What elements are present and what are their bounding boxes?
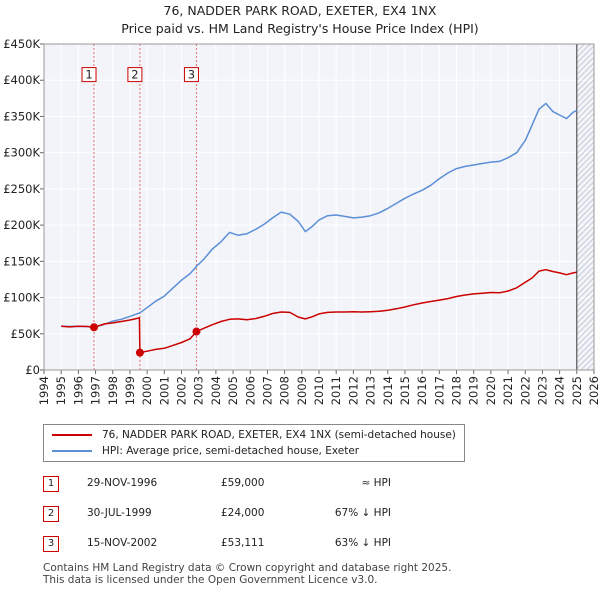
- x-tick-label: 2014: [381, 376, 395, 405]
- price-chart: 1994 1995 1996 1997 1998 1999 2000 2001 2002 2003…: [3, 37, 600, 405]
- x-tick-label: 2019: [467, 376, 481, 405]
- legend-swatch-property: [52, 434, 92, 436]
- y-tick-label: £150K: [3, 254, 40, 268]
- y-tick-label: £50K: [11, 327, 41, 341]
- sale-marker-label: 1: [85, 68, 92, 82]
- sale-point: [90, 323, 99, 332]
- legend-label-property: 76, NADDER PARK ROAD, EXETER, EX4 1NX (s…: [102, 429, 456, 441]
- x-tick-label: 2002: [175, 376, 189, 405]
- x-tick-label: 2011: [329, 376, 343, 405]
- x-tick-label: 2024: [553, 376, 567, 405]
- sale-marker-label: 3: [188, 68, 195, 82]
- sale-row: 1 29-NOV-1996 £59,000 ≈ HPI: [43, 476, 443, 494]
- x-tick-label: 1994: [37, 376, 51, 405]
- x-tick-label: 2010: [312, 376, 326, 405]
- property-series-line: [61, 268, 577, 354]
- chart-title-text: 76, NADDER PARK ROAD, EXETER, EX4 1NX: [163, 3, 437, 18]
- legend-item-property: 76, NADDER PARK ROAD, EXETER, EX4 1NX (s…: [52, 427, 456, 443]
- sale-price: £53,111: [221, 537, 265, 549]
- sale-marker: 2: [43, 506, 59, 522]
- x-tick-label: 2020: [484, 376, 498, 405]
- x-tick-label: 2000: [140, 376, 154, 405]
- sale-date: 15-NOV-2002: [87, 537, 158, 549]
- chart-title: 76, NADDER PARK ROAD, EXETER, EX4 1NX Pr…: [0, 2, 600, 38]
- legend-swatch-hpi: [52, 450, 92, 452]
- x-tick-label: 2005: [226, 376, 240, 405]
- sale-hpi-comparison: 67% ↓ HPI: [334, 507, 391, 519]
- footer-copyright: Contains HM Land Registry data © Crown c…: [43, 562, 452, 574]
- x-tick-label: 2003: [192, 376, 206, 405]
- x-tick-label: 2017: [432, 376, 446, 405]
- y-tick-label: £350K: [3, 109, 40, 123]
- x-tick-label: 2007: [260, 376, 274, 405]
- x-tick-label: 2016: [415, 376, 429, 405]
- x-tick-label: 2025: [570, 376, 584, 405]
- x-tick-label: 2001: [157, 376, 171, 405]
- y-tick-label: £300K: [3, 146, 40, 160]
- y-tick-label: £0: [25, 363, 40, 377]
- sale-date: 29-NOV-1996: [87, 477, 158, 489]
- sale-point: [135, 348, 144, 357]
- sale-point: [192, 327, 201, 336]
- legend-item-hpi: HPI: Average price, semi-detached house,…: [52, 443, 359, 459]
- sale-row: 2 30-JUL-1999 £24,000 67% ↓ HPI: [43, 506, 443, 524]
- sale-hpi-comparison: ≈ HPI: [361, 477, 391, 489]
- x-tick-label: 2012: [346, 376, 360, 405]
- y-tick-label: £200K: [3, 218, 40, 232]
- footer-licence: This data is licensed under the Open Gov…: [43, 574, 378, 586]
- x-tick-label: 2022: [518, 376, 532, 405]
- x-tick-label: 2006: [243, 376, 257, 405]
- chart-subtitle-text: Price paid vs. HM Land Registry's House …: [121, 21, 479, 36]
- x-tick-label: 2009: [295, 376, 309, 405]
- y-tick-label: £450K: [3, 37, 40, 51]
- x-tick-label: 2013: [364, 376, 378, 405]
- sale-marker: 1: [43, 476, 59, 492]
- x-tick-label: 1999: [123, 376, 137, 405]
- y-tick-label: £100K: [3, 291, 40, 305]
- x-tick-label: 2018: [450, 376, 464, 405]
- x-tick-label: 2021: [501, 376, 515, 405]
- sale-price: £24,000: [221, 507, 265, 519]
- sale-hpi-comparison: 63% ↓ HPI: [334, 537, 391, 549]
- x-tick-label: 2008: [278, 376, 292, 405]
- sale-marker-box: [183, 67, 199, 83]
- y-tick-label: £400K: [3, 73, 40, 87]
- legend-label-hpi: HPI: Average price, semi-detached house,…: [102, 445, 360, 457]
- legend: 76, NADDER PARK ROAD, EXETER, EX4 1NX (s…: [43, 424, 465, 462]
- x-tick-label: 2004: [209, 376, 223, 405]
- sale-row: 3 15-NOV-2002 £53,111 63% ↓ HPI: [43, 536, 443, 554]
- sale-marker-box: [127, 67, 143, 83]
- plot-border: [43, 43, 595, 371]
- sale-marker-label: 2: [131, 68, 138, 82]
- sale-marker: 3: [43, 536, 59, 552]
- x-tick-label: 2023: [535, 376, 549, 405]
- forecast-hatch-region: [576, 44, 594, 370]
- sale-date: 30-JUL-1999: [87, 507, 152, 519]
- sale-price: £59,000: [221, 477, 265, 489]
- x-tick-label: 1998: [106, 376, 120, 405]
- y-tick-label: £250K: [3, 182, 40, 196]
- hpi-series-line: [61, 102, 578, 329]
- x-tick-label: 2026: [587, 376, 600, 405]
- x-tick-label: 1996: [71, 376, 85, 405]
- x-tick-label: 2015: [398, 376, 412, 405]
- x-tick-label: 1995: [54, 376, 68, 405]
- footer: Contains HM Land Registry data © Crown c…: [43, 562, 451, 586]
- x-tick-label: 1997: [89, 376, 103, 405]
- sale-marker-box: [81, 67, 97, 83]
